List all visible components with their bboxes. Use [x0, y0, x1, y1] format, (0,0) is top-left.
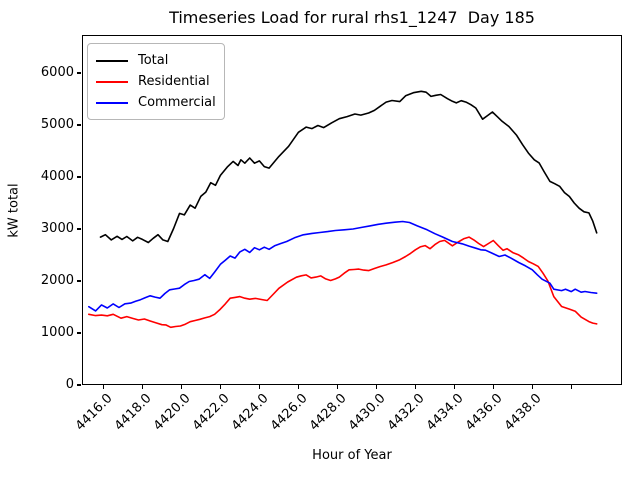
y-tick-mark [77, 176, 81, 178]
x-tick-mark [492, 385, 494, 389]
y-tick-label: 1000 [40, 324, 74, 340]
legend-label: Residential [138, 74, 210, 89]
legend-line-swatch [96, 59, 128, 62]
y-tick-label: 4000 [40, 168, 74, 184]
y-tick-mark [77, 72, 81, 74]
legend-line-swatch [96, 101, 128, 104]
x-tick-mark [531, 385, 533, 389]
y-tick-mark [77, 280, 81, 282]
y-tick-label: 5000 [40, 116, 74, 132]
x-tick-mark [453, 385, 455, 389]
legend-label: Total [138, 53, 169, 68]
x-tick-mark [219, 385, 221, 389]
x-tick-mark [336, 385, 338, 389]
y-tick-mark [77, 228, 81, 230]
x-tick-mark [570, 385, 572, 389]
legend-item-residential: Residential [94, 71, 216, 92]
commercial-line [88, 220, 598, 312]
x-tick-mark [258, 385, 260, 389]
y-tick-label: 3000 [40, 220, 74, 236]
legend-item-total: Total [94, 50, 216, 71]
legend-label: Commercial [138, 95, 216, 110]
x-tick-mark [141, 385, 144, 389]
y-tick-mark [77, 384, 81, 386]
y-tick-label: 2000 [40, 272, 74, 288]
x-tick-mark [414, 385, 416, 389]
y-tick-label: 6000 [40, 64, 74, 80]
total-line [99, 90, 598, 244]
x-tick-mark [375, 385, 377, 389]
x-axis-label: Hour of Year [312, 448, 392, 463]
legend-item-commercial: Commercial [94, 92, 216, 113]
legend-line-swatch [96, 80, 128, 83]
chart-title: Timeseries Load for rural rhs1_1247 Day … [169, 8, 535, 27]
y-axis-label: kW total [6, 183, 22, 238]
x-tick-mark [180, 385, 182, 389]
x-tick-mark [102, 385, 105, 389]
x-tick-mark [297, 385, 299, 389]
y-tick-label: 0 [65, 377, 74, 392]
y-tick-mark [77, 332, 81, 334]
plot-canvas [88, 90, 598, 329]
legend: Total Residential Commercial [87, 43, 225, 120]
y-tick-mark [77, 124, 81, 126]
residential-line [88, 236, 598, 329]
